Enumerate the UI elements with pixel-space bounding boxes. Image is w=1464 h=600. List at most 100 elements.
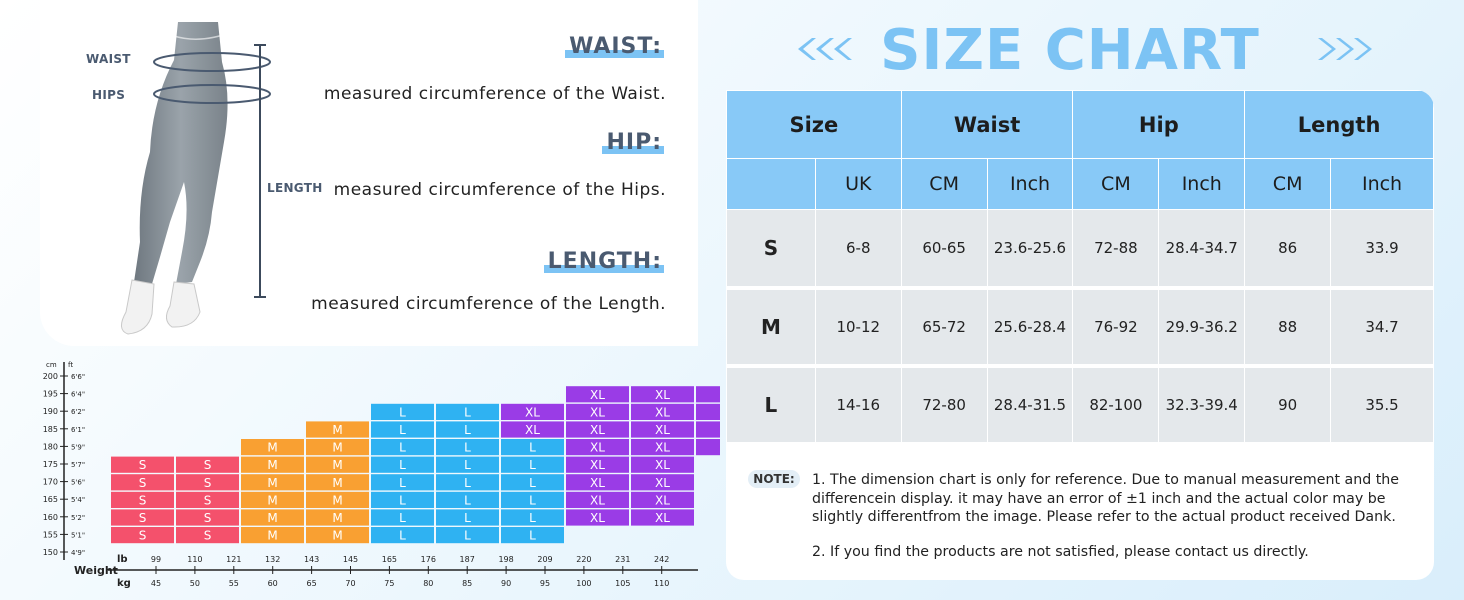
- length-inch-cell: 34.7: [1330, 287, 1434, 368]
- weight-tick-lb: 121: [226, 555, 241, 564]
- size-block-label: M: [267, 458, 277, 472]
- size-block-label: L: [399, 493, 406, 507]
- size-block: [566, 456, 629, 473]
- height-tick-cm: 185: [43, 425, 58, 434]
- waist-heading: WAIST:: [565, 34, 664, 59]
- size-block-label: M: [332, 493, 342, 507]
- size-block: [111, 474, 174, 491]
- size-block: [566, 474, 629, 491]
- size-block: [436, 509, 499, 526]
- size-block: [566, 386, 629, 403]
- size-block: [696, 403, 720, 420]
- size-block-label: M: [267, 476, 277, 490]
- weight-tick-kg: 105: [615, 579, 630, 588]
- size-block-label: L: [464, 511, 471, 525]
- note-text-1: 1. The dimension chart is only for refer…: [812, 472, 1400, 525]
- size-block-label: L: [399, 405, 406, 419]
- size-block: [436, 491, 499, 508]
- size-block-label: L: [529, 458, 536, 472]
- hip-cm-cell: 82-100: [1072, 365, 1160, 446]
- subheader-hip-cm: CM: [1072, 158, 1160, 210]
- height-tick-cm: 170: [43, 478, 58, 487]
- size-block: [176, 456, 239, 473]
- size-block: [306, 527, 369, 544]
- size-block: [241, 439, 304, 456]
- waist-cm-cell: 72-80: [900, 365, 988, 446]
- size-block-label: XL: [590, 388, 605, 402]
- length-cm-cell: 90: [1244, 365, 1332, 446]
- weight-label: Weight: [74, 564, 118, 577]
- table-row: M 10-12 65-72 25.6-28.4 76-92 29.9-36.2 …: [726, 287, 1434, 368]
- chevrons-right-icon: [1318, 38, 1372, 60]
- weight-tick-kg: 90: [501, 579, 511, 588]
- size-block: [631, 403, 694, 420]
- size-block-label: L: [529, 493, 536, 507]
- size-block-label: XL: [590, 423, 605, 437]
- weight-tick-kg: 110: [654, 579, 669, 588]
- weight-tick-kg: 70: [345, 579, 355, 588]
- header-waist: Waist: [900, 90, 1074, 159]
- weight-tick-lb: 242: [654, 555, 669, 564]
- size-block: [371, 456, 434, 473]
- size-block: [241, 456, 304, 473]
- weight-tick-kg: 75: [384, 579, 394, 588]
- weight-tick-kg: 55: [229, 579, 239, 588]
- height-tick-ft: 5'1": [71, 531, 85, 539]
- waist-cm-cell: 60-65: [900, 209, 988, 290]
- length-description: measured circumference of the Length.: [311, 294, 666, 314]
- weight-tick-kg: 80: [423, 579, 433, 588]
- size-block-label: XL: [525, 423, 540, 437]
- size-block-label: S: [204, 476, 212, 490]
- size-block-label: XL: [655, 441, 670, 455]
- size-block: [631, 474, 694, 491]
- size-block-label: XL: [655, 388, 670, 402]
- height-tick-cm: 190: [43, 407, 58, 416]
- size-block: [566, 421, 629, 438]
- weight-tick-lb: 143: [304, 555, 319, 564]
- size-block-label: M: [332, 476, 342, 490]
- size-block: [111, 509, 174, 526]
- size-block-label: XL: [655, 493, 670, 507]
- size-block: [566, 509, 629, 526]
- subheader-length-inch: Inch: [1330, 158, 1434, 210]
- size-block: [176, 527, 239, 544]
- size-block: [306, 439, 369, 456]
- size-block-label: L: [464, 423, 471, 437]
- size-block-label: S: [204, 511, 212, 525]
- size-block: [501, 456, 564, 473]
- size-block-label: XL: [655, 458, 670, 472]
- note-text-2: 2. If you find the products are not sati…: [812, 544, 1309, 560]
- uk-cell: 6-8: [814, 209, 902, 290]
- size-chart-title: SIZE CHART: [880, 18, 1260, 83]
- weight-tick-lb: 220: [576, 555, 591, 564]
- size-block-label: M: [267, 493, 277, 507]
- height-unit-ft: ft: [68, 361, 73, 369]
- size-block-label: XL: [590, 511, 605, 525]
- height-tick-ft: 5'9": [71, 443, 85, 451]
- size-block: [566, 439, 629, 456]
- size-block: [241, 527, 304, 544]
- height-unit-cm: cm: [46, 361, 57, 369]
- height-tick-ft: 6'2": [71, 408, 85, 416]
- size-block-label: M: [267, 441, 277, 455]
- chevrons-left-icon: [798, 38, 852, 60]
- subheader-blank: [726, 158, 816, 210]
- height-tick-cm: 180: [43, 442, 58, 451]
- size-block-label: XL: [590, 476, 605, 490]
- size-block-label: S: [139, 458, 147, 472]
- size-block: [371, 439, 434, 456]
- size-cell: L: [726, 365, 816, 446]
- length-cap-bottom: [254, 296, 266, 298]
- size-block-label: L: [399, 458, 406, 472]
- height-tick-cm: 175: [43, 460, 58, 469]
- hip-description: measured circumference of the Hips.: [333, 180, 666, 200]
- size-block-label: S: [139, 529, 147, 543]
- waist-description: measured circumference of the Waist.: [323, 84, 666, 104]
- size-block-label: L: [529, 511, 536, 525]
- size-block: [631, 509, 694, 526]
- size-block-label: S: [204, 529, 212, 543]
- weight-tick-lb: 176: [421, 555, 436, 564]
- size-block: [306, 456, 369, 473]
- size-block-label: L: [464, 476, 471, 490]
- size-block: [631, 491, 694, 508]
